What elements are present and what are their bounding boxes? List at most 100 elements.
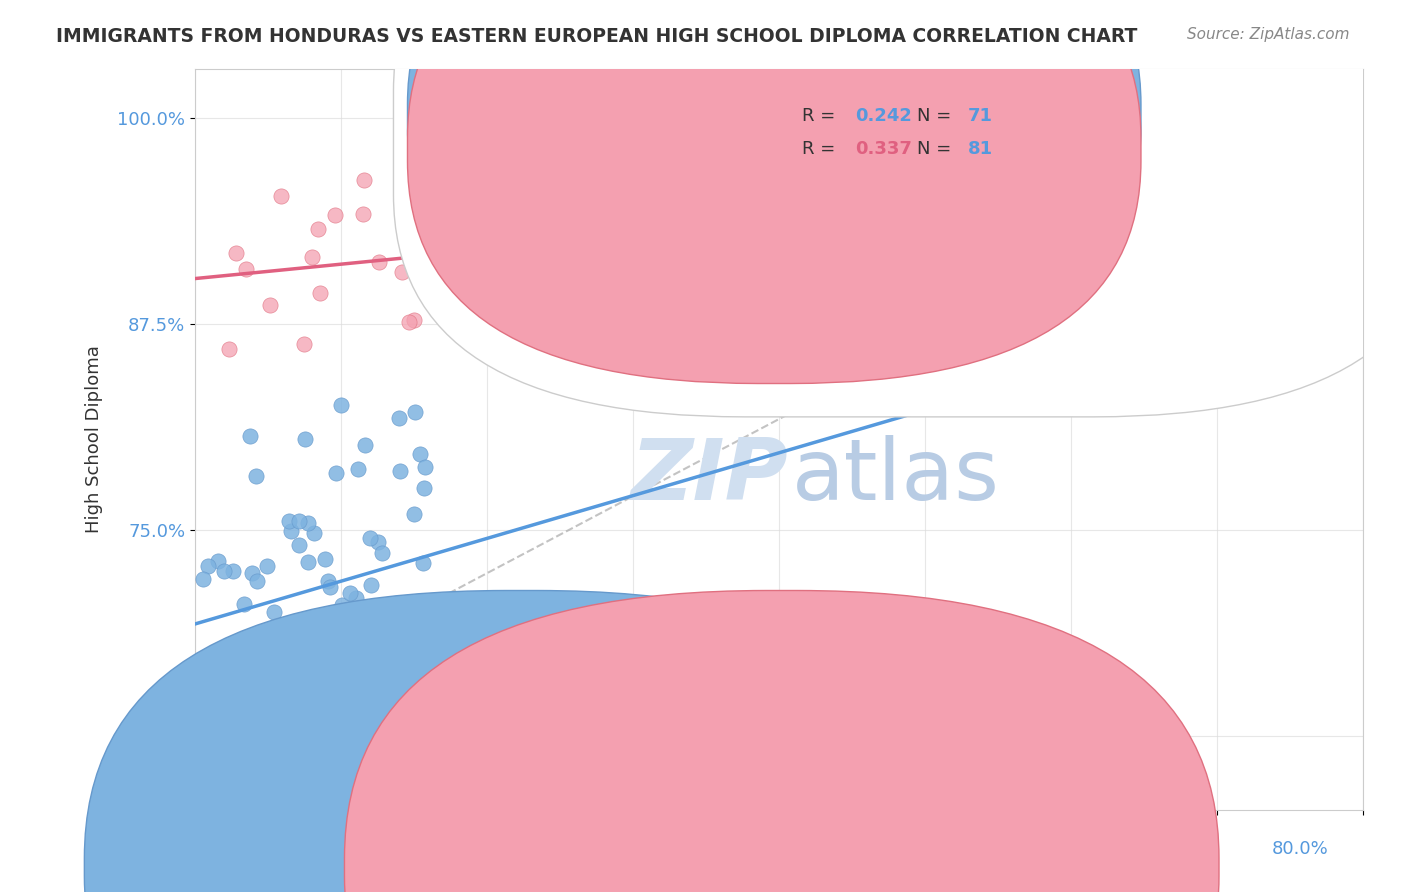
Text: 81: 81 [969,140,993,158]
Point [287,538,309,552]
Point [1146,203,1168,218]
Point [329,398,352,412]
Point [225,245,247,260]
Point [366,535,388,549]
Text: IMMIGRANTS FROM HONDURAS VS EASTERN EUROPEAN HIGH SCHOOL DIPLOMA CORRELATION CHA: IMMIGRANTS FROM HONDURAS VS EASTERN EURO… [56,27,1137,45]
Point [946,200,969,214]
Point [253,668,276,682]
Point [932,145,955,159]
Point [298,683,321,698]
FancyBboxPatch shape [394,0,1406,417]
Point [388,411,411,425]
Point [582,249,605,263]
Point [1178,197,1201,211]
Point [932,309,955,323]
Point [780,196,803,211]
Text: 71: 71 [969,107,993,125]
Point [402,507,425,521]
Point [540,182,562,196]
Point [1019,156,1042,170]
Point [323,208,346,222]
Point [398,315,420,329]
Point [280,524,302,538]
Point [292,337,315,351]
Point [297,516,319,531]
Point [288,514,311,528]
Point [884,117,907,131]
Text: R =: R = [803,140,841,158]
Text: N =: N = [917,107,956,125]
Point [458,300,481,314]
Point [197,559,219,574]
Point [1104,227,1126,242]
Point [1057,197,1080,211]
Point [290,648,312,663]
Point [1153,239,1175,253]
Point [353,173,375,187]
Point [884,237,907,252]
Point [1174,219,1197,233]
Point [359,531,381,545]
Point [325,466,347,480]
Point [301,728,323,742]
Y-axis label: High School Diploma: High School Diploma [86,345,103,533]
Point [316,574,339,589]
Point [314,691,336,706]
Point [350,675,373,690]
Point [700,235,723,250]
Point [207,554,229,568]
Point [404,605,426,619]
Point [208,710,231,724]
Point [277,681,299,696]
Point [332,598,354,612]
Point [352,207,374,221]
Point [277,624,299,639]
Point [387,756,409,771]
Point [391,265,413,279]
Point [447,251,470,265]
Point [765,168,787,182]
Point [914,181,936,195]
Point [314,620,336,634]
Point [415,460,437,475]
Point [976,195,998,210]
Point [1195,128,1218,142]
Point [477,233,499,247]
Point [263,605,285,619]
Point [191,572,214,586]
Point [508,267,530,281]
Point [294,432,316,446]
Point [353,438,375,452]
Point [856,218,879,232]
Point [308,618,330,632]
Point [239,429,262,443]
FancyBboxPatch shape [408,0,1140,351]
Point [1091,133,1114,147]
Point [291,626,314,640]
Point [655,205,678,219]
Point [412,556,434,570]
Point [319,580,342,594]
Point [598,226,620,240]
Point [278,514,301,528]
Point [344,591,367,606]
Point [259,298,281,312]
Point [831,161,853,176]
FancyBboxPatch shape [408,0,1140,384]
Point [463,274,485,288]
Point [416,629,439,643]
Point [246,574,269,588]
Point [208,643,231,657]
Point [308,687,330,701]
Point [301,621,323,635]
Point [1125,223,1147,237]
Point [204,660,226,674]
Point [378,739,401,754]
Text: R =: R = [803,107,841,125]
Point [607,191,630,205]
Point [589,318,612,333]
Point [863,142,886,156]
Point [264,648,287,662]
Point [1234,138,1257,153]
Point [371,546,394,560]
